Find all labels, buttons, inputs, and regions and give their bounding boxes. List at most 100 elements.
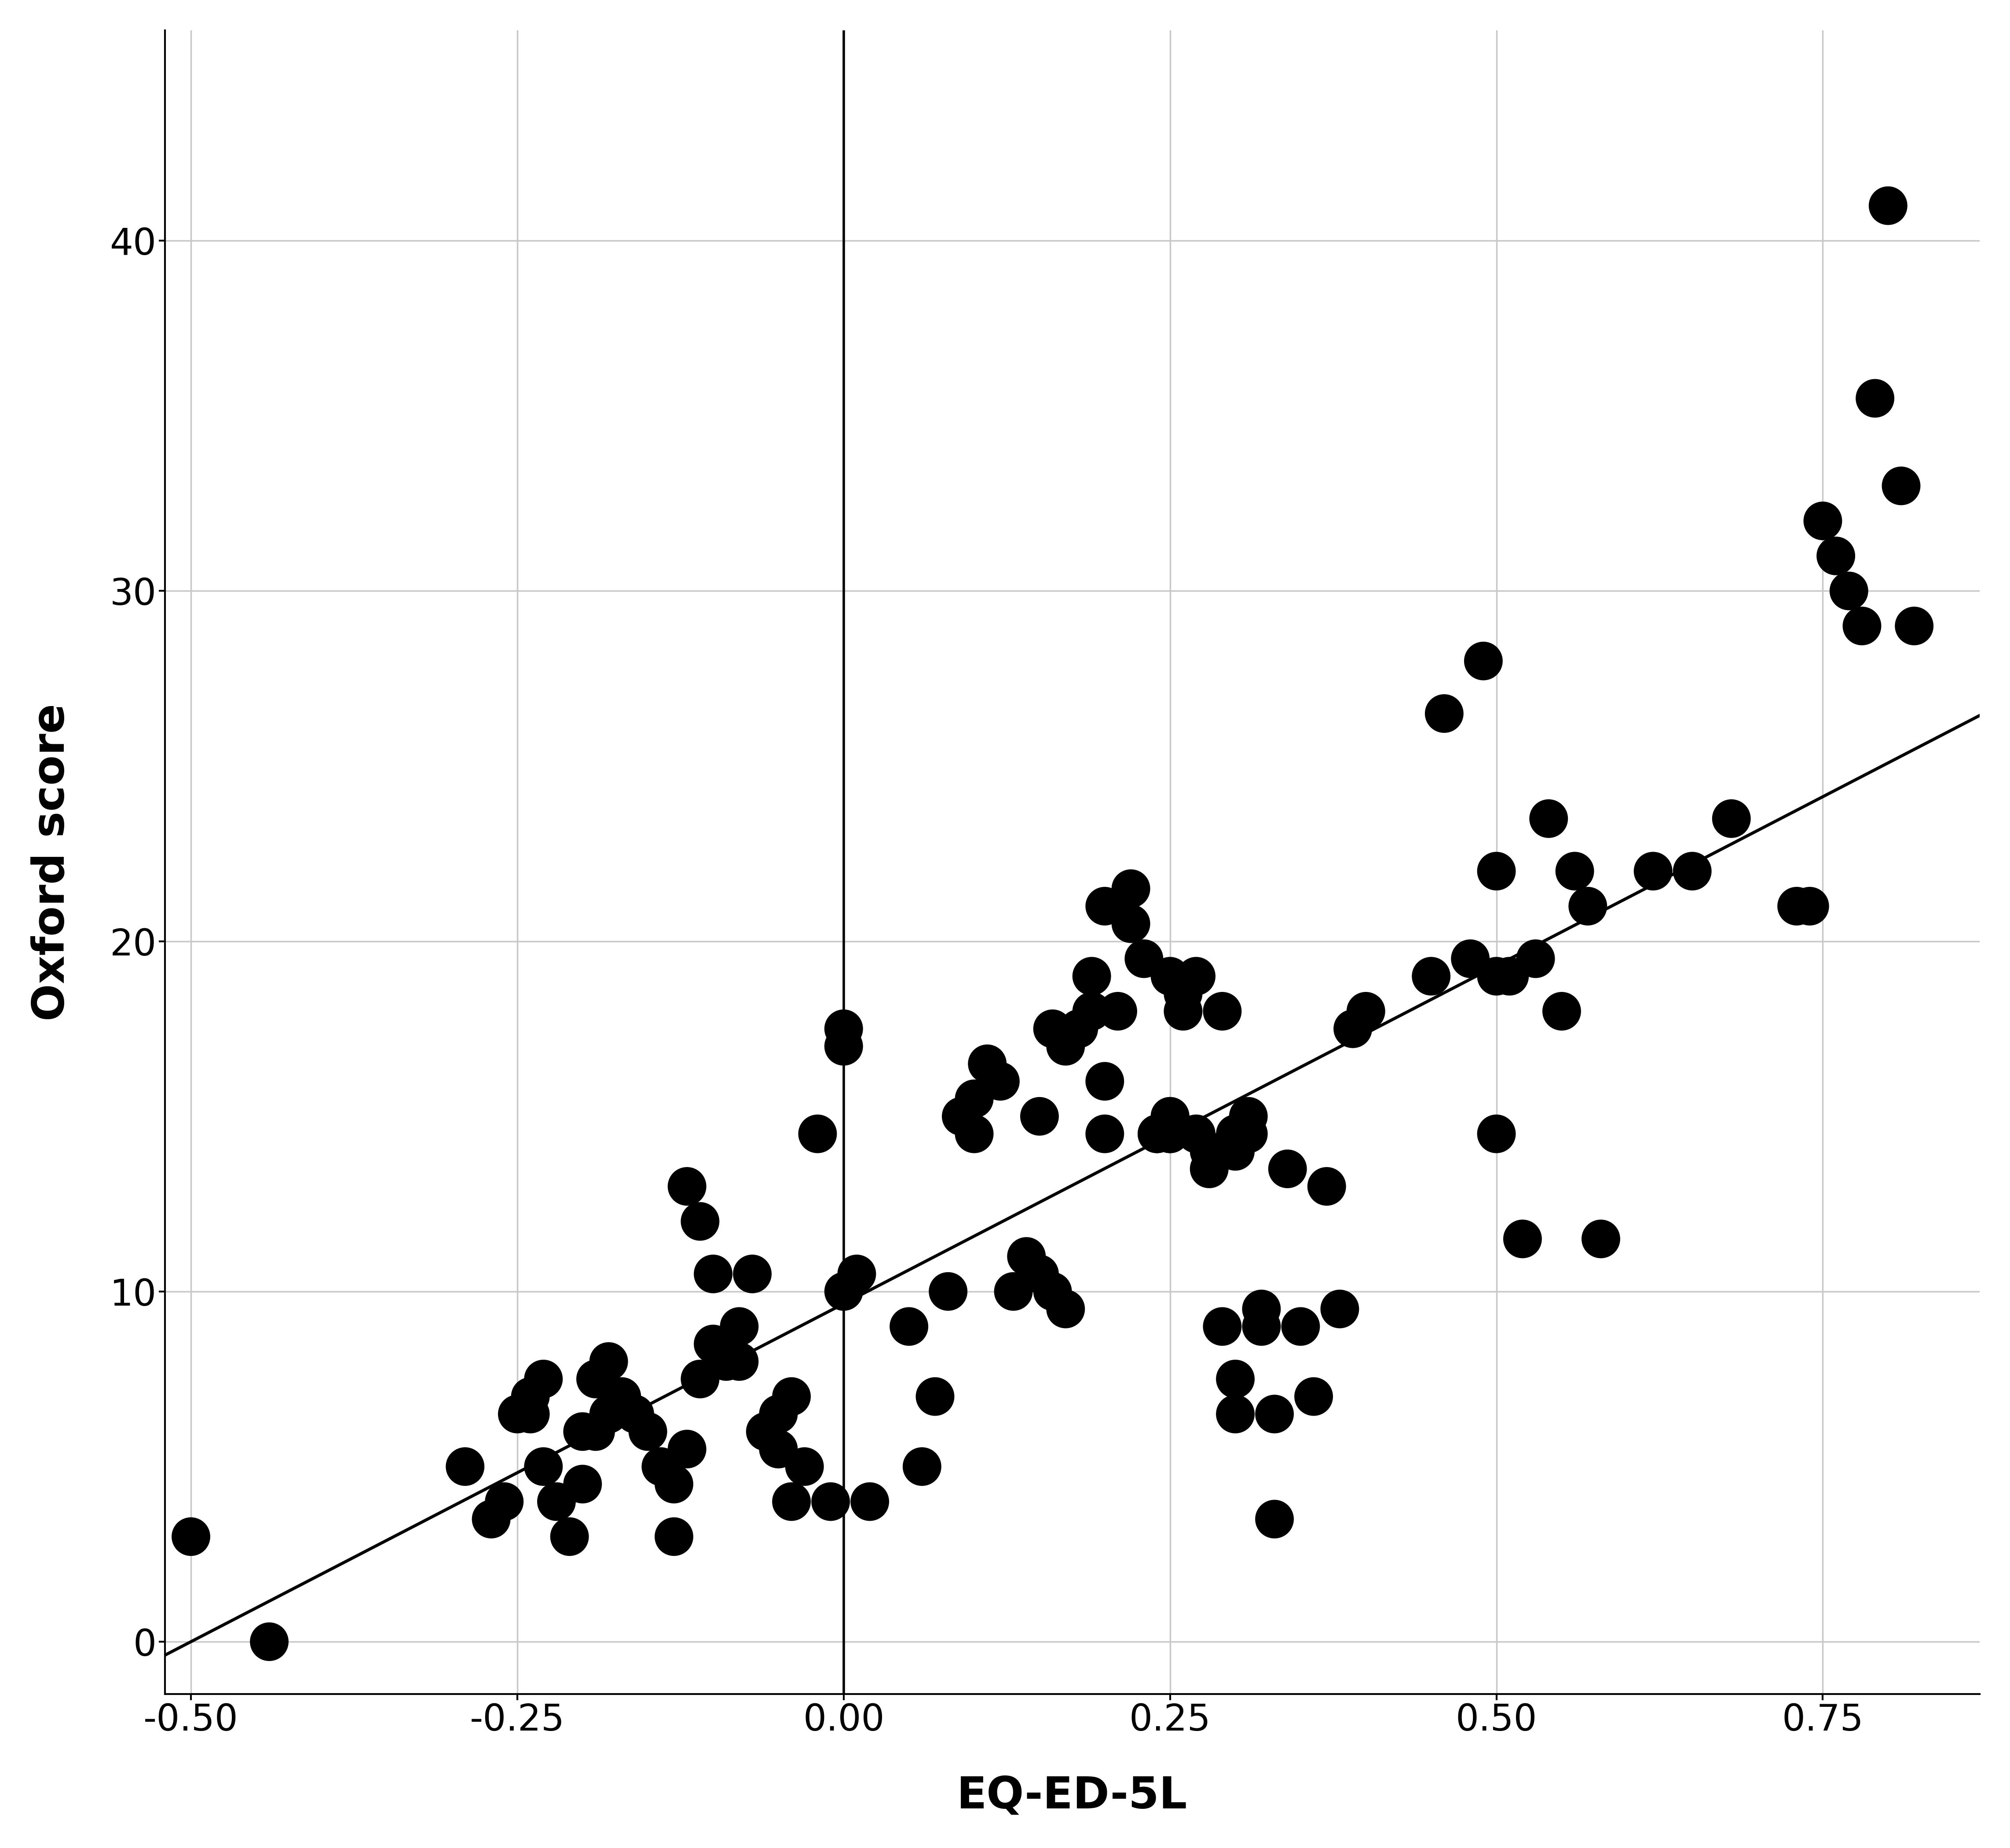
Point (1206, 996, 1238, 1026)
Point (892, 1312, 925, 1342)
Point (1089, 891, 1122, 920)
Point (1180, 1120, 1212, 1149)
Point (671, 1172, 703, 1201)
Point (1049, 1294, 1081, 1323)
Point (828, 1031, 860, 1061)
Point (919, 1382, 951, 1412)
Point (593, 1347, 625, 1377)
Point (175, 1523, 207, 1552)
Point (1168, 979, 1200, 1009)
Point (474, 1504, 507, 1534)
Point (724, 1312, 756, 1342)
Point (1232, 1101, 1264, 1131)
Point (1429, 699, 1461, 728)
Point (1859, 384, 1891, 414)
Point (567, 1469, 599, 1499)
Point (1479, 856, 1512, 885)
Point (1715, 804, 1747, 833)
Point (1075, 996, 1108, 1026)
Y-axis label: Oxford score: Oxford score (30, 704, 72, 1022)
Point (1142, 1120, 1174, 1149)
Point (762, 1399, 794, 1429)
Point (1075, 961, 1108, 991)
Point (840, 1258, 872, 1288)
Point (710, 1347, 742, 1377)
Point (828, 1015, 860, 1044)
Point (1154, 1101, 1186, 1131)
Point (1298, 1382, 1331, 1412)
Point (1154, 1101, 1186, 1131)
Point (1558, 856, 1590, 885)
Point (1479, 1120, 1512, 1149)
Point (1819, 541, 1851, 571)
Point (1023, 1258, 1055, 1288)
Point (1023, 1101, 1055, 1131)
Point (671, 1434, 703, 1464)
Point (1467, 647, 1499, 676)
Point (1089, 1066, 1122, 1096)
Point (645, 1453, 677, 1482)
Point (657, 1469, 689, 1499)
Point (488, 1488, 521, 1517)
Point (253, 1626, 285, 1656)
Point (1063, 1015, 1095, 1044)
Point (945, 1101, 977, 1131)
Point (1272, 1155, 1304, 1185)
Point (1325, 1294, 1357, 1323)
Point (1897, 612, 1930, 641)
Point (1258, 1504, 1290, 1534)
Point (1194, 1137, 1226, 1166)
Point (1258, 1399, 1290, 1429)
Point (1128, 944, 1160, 974)
Point (697, 1329, 730, 1358)
Point (959, 1085, 991, 1114)
Point (1220, 1137, 1252, 1166)
Point (1168, 996, 1200, 1026)
Point (579, 1364, 611, 1393)
Point (802, 1120, 834, 1149)
Point (1154, 1120, 1186, 1149)
Point (619, 1399, 651, 1429)
Point (593, 1399, 625, 1429)
Point (1284, 1312, 1317, 1342)
Point (1037, 1277, 1069, 1307)
Point (1311, 1172, 1343, 1201)
Point (959, 1120, 991, 1149)
Point (1154, 1120, 1186, 1149)
Point (1415, 961, 1447, 991)
Point (1337, 1015, 1369, 1044)
Point (971, 1050, 1003, 1079)
Point (1142, 1120, 1174, 1149)
Point (1220, 1120, 1252, 1149)
Point (724, 1347, 756, 1377)
Point (1089, 1120, 1122, 1149)
Point (1351, 996, 1383, 1026)
Point (1206, 1312, 1238, 1342)
Point (1636, 856, 1668, 885)
Point (1011, 1242, 1043, 1271)
Point (1116, 909, 1148, 939)
Point (1520, 944, 1552, 974)
Point (985, 1066, 1017, 1096)
Point (500, 1399, 533, 1429)
Point (1871, 190, 1903, 220)
Point (1532, 804, 1564, 833)
Point (1101, 996, 1134, 1026)
Point (553, 1523, 585, 1552)
Point (1116, 874, 1148, 904)
Point (1220, 1399, 1252, 1429)
Point (1584, 1223, 1616, 1253)
Point (605, 1382, 637, 1412)
Point (515, 1399, 547, 1429)
Point (1479, 961, 1512, 991)
Point (1807, 506, 1839, 536)
Point (1220, 1364, 1252, 1393)
Point (1180, 961, 1212, 991)
Point (541, 1488, 573, 1517)
Point (527, 1453, 559, 1482)
Point (776, 1382, 808, 1412)
Point (854, 1488, 886, 1517)
Point (814, 1488, 846, 1517)
Point (1037, 1015, 1069, 1044)
Point (579, 1417, 611, 1447)
